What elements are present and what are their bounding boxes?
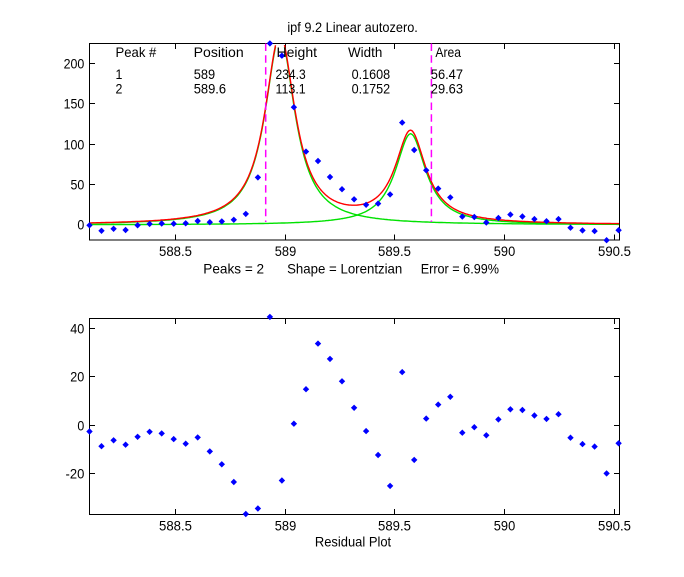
svg-text:1: 1 (116, 66, 123, 82)
svg-text:100: 100 (64, 137, 85, 153)
svg-text:0.1752: 0.1752 (352, 81, 391, 97)
svg-text:200: 200 (64, 56, 85, 72)
svg-text:2: 2 (116, 81, 123, 97)
svg-text:Position: Position (194, 44, 244, 60)
svg-text:Peak #: Peak # (116, 44, 157, 60)
svg-text:Height: Height (277, 44, 318, 60)
svg-text:589: 589 (275, 518, 297, 534)
svg-text:113.1: 113.1 (276, 81, 306, 97)
svg-text:588.5: 588.5 (159, 243, 192, 259)
svg-text:234.3: 234.3 (276, 66, 306, 82)
svg-text:-20: -20 (66, 466, 85, 482)
svg-text:590.5: 590.5 (598, 243, 631, 259)
svg-text:590.5: 590.5 (598, 518, 631, 534)
svg-text:589: 589 (194, 66, 216, 82)
svg-text:20: 20 (70, 369, 84, 385)
svg-text:ipf 9.2 Linear autozero.: ipf 9.2 Linear autozero. (287, 19, 418, 35)
svg-text:150: 150 (64, 96, 85, 112)
svg-text:0: 0 (77, 217, 84, 233)
svg-text:29.63: 29.63 (431, 81, 463, 97)
svg-text:590: 590 (494, 518, 516, 534)
svg-text:40: 40 (70, 321, 84, 337)
svg-text:56.47: 56.47 (431, 66, 463, 82)
svg-text:50: 50 (71, 177, 85, 193)
svg-text:Shape = Lorentzian: Shape = Lorentzian (287, 260, 402, 276)
svg-text:590: 590 (494, 243, 516, 259)
svg-text:589.6: 589.6 (194, 81, 227, 97)
svg-text:Area: Area (435, 44, 461, 60)
svg-text:588.5: 588.5 (159, 518, 192, 534)
svg-text:Residual Plot: Residual Plot (315, 534, 391, 550)
svg-text:0.1608: 0.1608 (352, 66, 391, 82)
svg-text:589: 589 (275, 243, 297, 259)
svg-text:589.5: 589.5 (378, 243, 411, 259)
svg-text:0: 0 (77, 418, 84, 434)
svg-text:Peaks = 2: Peaks = 2 (203, 260, 264, 276)
svg-text:Error = 6.99%: Error = 6.99% (421, 260, 499, 276)
svg-text:589.5: 589.5 (378, 518, 411, 534)
svg-text:Width: Width (348, 44, 382, 60)
